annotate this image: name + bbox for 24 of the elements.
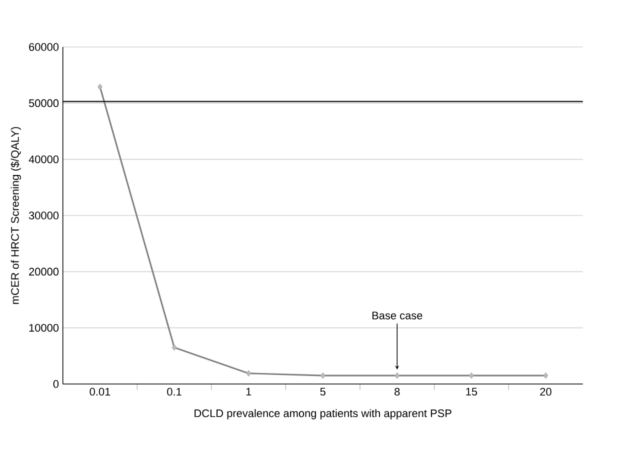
x-tick-label: 8 (394, 388, 400, 396)
annotation: Base case (372, 312, 422, 320)
point (468, 372, 474, 379)
x-tick-label: 1 (246, 388, 252, 396)
x-tick-label: 20 (540, 388, 552, 396)
y-tick-label: 40000 (28, 155, 59, 164)
x-tick-label: 15 (466, 388, 478, 396)
y-tick-label: 0 (53, 380, 59, 388)
x-tick-label: 0.01 (90, 388, 110, 396)
point (543, 372, 548, 379)
y-tick-label: 20000 (29, 268, 59, 276)
y-tick-label: 50000 (28, 99, 59, 108)
point (98, 84, 102, 90)
y-tick-label: 60000 (29, 43, 59, 51)
y-axis-title: mCER of HRCT Screening ($/QALY) (10, 127, 22, 304)
x-axis-title: DCLD prevalence among patients with apparent PSP (194, 409, 452, 420)
x-tick-label: 0.1 (167, 388, 182, 396)
y-tick-label: 10000 (29, 324, 59, 332)
x-tick-label: 5 (320, 388, 326, 396)
y-tick-label: 30000 (28, 212, 59, 220)
point (246, 370, 252, 377)
point (172, 344, 177, 351)
point (394, 372, 400, 379)
point (320, 372, 326, 379)
